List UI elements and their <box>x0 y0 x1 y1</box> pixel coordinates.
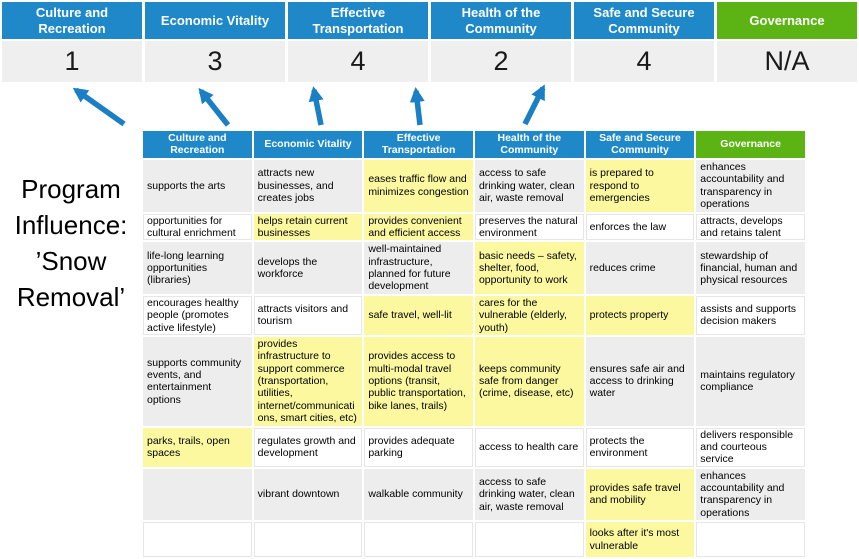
matrix-cell <box>474 522 584 558</box>
influence-arrow-culture <box>72 87 126 127</box>
matrix-cell: safe travel, well-lit <box>364 295 473 335</box>
matrix-cell: enhances accountability and transparency… <box>696 468 805 521</box>
matrix-cell: well-maintained infrastructure, planned … <box>364 242 473 294</box>
matrix-cell: delivers responsible and courteous servi… <box>696 427 805 467</box>
matrix-row: encourages healthy people (promotes acti… <box>143 295 805 335</box>
matrix-column-header: Governance <box>696 131 805 159</box>
matrix-cell: provides access to multi-modal travel op… <box>364 336 473 426</box>
matrix-cell: attracts new businesses, and creates job… <box>253 160 363 212</box>
influence-arrow-transportation <box>308 86 324 126</box>
scoreboard-header-row: Culture and Recreation Economic Vitality E… <box>2 2 857 39</box>
matrix-cell: walkable community <box>364 468 473 521</box>
matrix-column-header: Safe and Secure Community <box>585 131 695 159</box>
matrix-row: opportunities for cultural enrichment hel… <box>143 213 805 241</box>
matrix-cell: access to safe drinking water, clean air… <box>474 160 584 212</box>
influence-arrow-safe <box>522 84 546 126</box>
matrix-cell: supports the arts <box>143 160 252 212</box>
matrix-cell: parks, trails, open spaces <box>143 427 252 467</box>
priority-header-cell: Governance <box>717 2 857 39</box>
matrix-cell: eases traffic flow and minimizes congest… <box>364 160 473 212</box>
priority-score-cell: 2 <box>431 41 571 82</box>
priority-score-cell: N/A <box>717 41 857 82</box>
matrix-cell <box>696 522 805 558</box>
priority-score-cell: 4 <box>574 41 714 82</box>
matrix-row: life-long learning opportunities (librar… <box>143 242 805 294</box>
matrix-column-header: Health of the Community <box>474 131 584 159</box>
matrix-row: supports the arts attracts new businesses… <box>143 160 805 212</box>
matrix-cell: cares for the vulnerable (elderly, youth… <box>474 295 584 335</box>
matrix-cell: provides convenient and efficient access <box>364 213 473 241</box>
matrix-row: supports community events, and entertain… <box>143 336 805 426</box>
matrix-cell: keeps community safe from danger (crime,… <box>474 336 584 426</box>
matrix-cell: encourages healthy people (promotes acti… <box>143 295 252 335</box>
matrix-cell: enhances accountability and transparency… <box>696 160 805 212</box>
matrix-header-row: Culture and Recreation Economic Vitality E… <box>143 131 805 159</box>
priority-score-cell: 4 <box>288 41 428 82</box>
matrix-column-header: Effective Transportation <box>364 131 473 159</box>
priority-scoreboard: Culture and Recreation Economic Vitality E… <box>2 2 857 82</box>
priority-score-cell: 1 <box>2 41 142 82</box>
matrix-cell: provides safe travel and mobility <box>585 468 695 521</box>
priority-score-cell: 3 <box>145 41 285 82</box>
matrix-cell: assists and supports decision makers <box>696 295 805 335</box>
program-influence-label: Program Influence: ’Snow Removal’ <box>14 174 128 312</box>
scoreboard-score-row: 1 3 4 2 4 N/A <box>2 41 857 82</box>
matrix-cell: enforces the law <box>585 213 695 241</box>
priority-header-cell: Safe and Secure Community <box>574 2 714 39</box>
matrix-row: parks, trails, open spaces regulates grow… <box>143 427 805 467</box>
priority-header-cell: Effective Transportation <box>288 2 428 39</box>
matrix-cell: helps retain current businesses <box>253 213 363 241</box>
matrix-cell: reduces crime <box>585 242 695 294</box>
influence-arrow-economic <box>198 87 231 127</box>
matrix-cell: ensures safe air and access to drinking … <box>585 336 695 426</box>
matrix-row: looks after it's most vulnerable <box>143 522 805 558</box>
matrix-cell: access to health care <box>474 427 584 467</box>
matrix-column-header: Culture and Recreation <box>143 131 252 159</box>
matrix-cell: provides infrastructure to support comme… <box>253 336 363 426</box>
matrix-cell: protects property <box>585 295 695 335</box>
matrix-cell: basic needs – safety, shelter, food, opp… <box>474 242 584 294</box>
matrix-cell: maintains regulatory compliance <box>696 336 805 426</box>
priority-header-cell: Culture and Recreation <box>2 2 142 39</box>
matrix-cell: supports community events, and entertain… <box>143 336 252 426</box>
outcomes-matrix: Culture and Recreation Economic Vitality E… <box>141 129 807 559</box>
matrix-cell <box>364 522 473 558</box>
matrix-cell: opportunities for cultural enrichment <box>143 213 252 241</box>
matrix-cell: looks after it's most vulnerable <box>585 522 695 558</box>
matrix-cell <box>143 468 252 521</box>
matrix-cell: attracts, develops and retains talent <box>696 213 805 241</box>
matrix-body: supports the arts attracts new businesses… <box>143 160 805 558</box>
priority-header-cell: Health of the Community <box>431 2 571 39</box>
matrix-cell <box>253 522 363 558</box>
matrix-cell: preserves the natural environment <box>474 213 584 241</box>
matrix-cell <box>143 522 252 558</box>
influence-arrow-health <box>409 87 425 126</box>
influence-arrows <box>72 84 546 127</box>
matrix-cell: provides adequate parking <box>364 427 473 467</box>
matrix-column-header: Economic Vitality <box>253 131 363 159</box>
matrix-cell: attracts visitors and tourism <box>253 295 363 335</box>
priority-header-cell: Economic Vitality <box>145 2 285 39</box>
matrix-cell: regulates growth and development <box>253 427 363 467</box>
matrix-row: vibrant downtown walkable community access… <box>143 468 805 521</box>
matrix-cell: stewardship of financial, human and phys… <box>696 242 805 294</box>
matrix-cell: is prepared to respond to emergencies <box>585 160 695 212</box>
matrix-cell: protects the environment <box>585 427 695 467</box>
matrix-cell: develops the workforce <box>253 242 363 294</box>
matrix-cell: access to safe drinking water, clean air… <box>474 468 584 521</box>
matrix-cell: vibrant downtown <box>253 468 363 521</box>
matrix-cell: life-long learning opportunities (librar… <box>143 242 252 294</box>
